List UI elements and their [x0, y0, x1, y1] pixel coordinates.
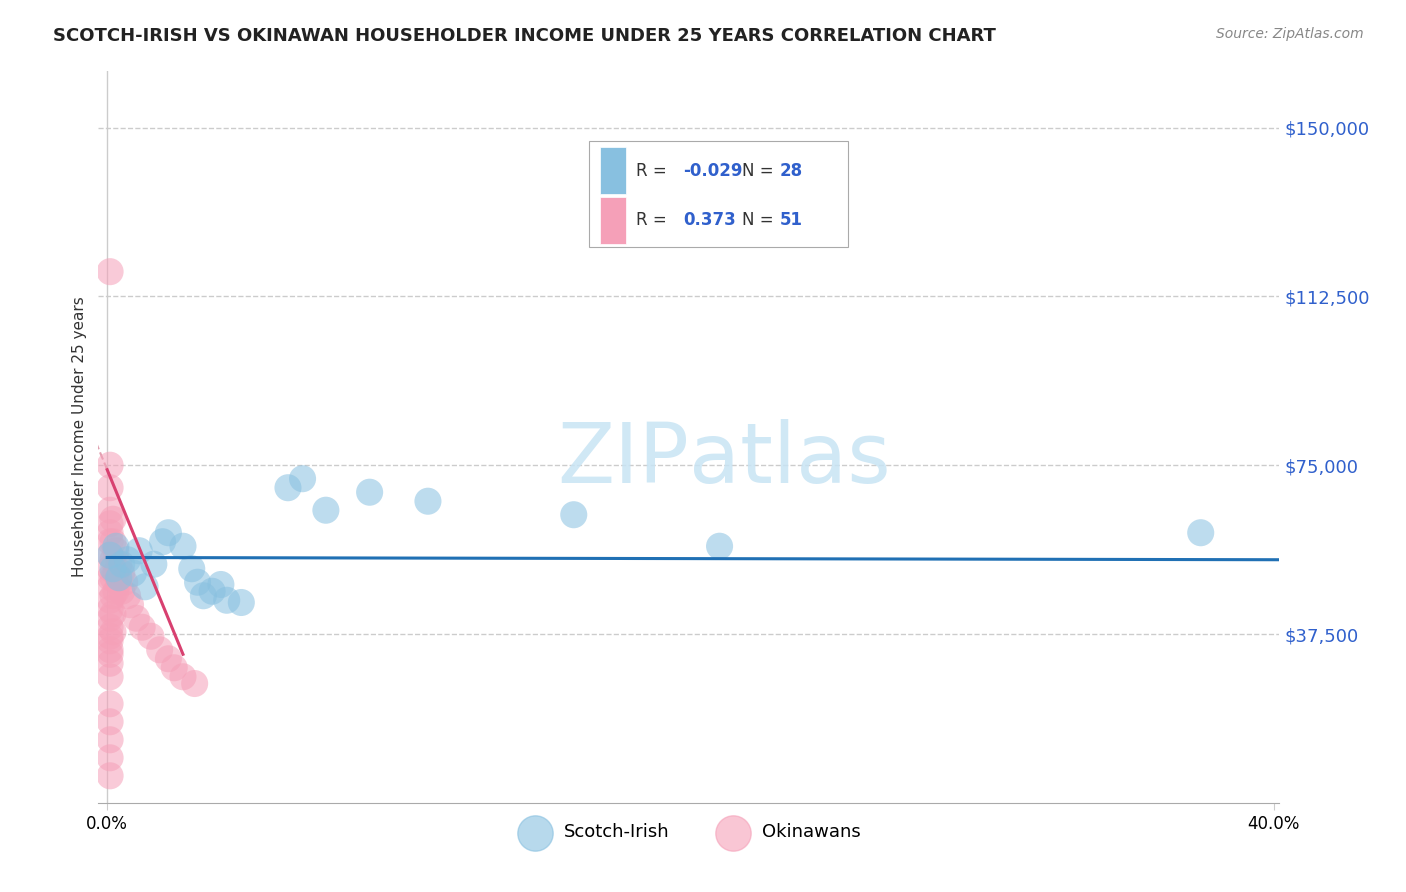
Point	[98, 580, 121, 594]
Point	[98, 633, 121, 648]
Point	[98, 657, 121, 671]
Point	[111, 566, 134, 581]
Point	[142, 558, 165, 572]
Point	[104, 584, 127, 599]
Text: SCOTCH-IRISH VS OKINAWAN HOUSEHOLDER INCOME UNDER 25 YEARS CORRELATION CHART: SCOTCH-IRISH VS OKINAWAN HOUSEHOLDER INC…	[53, 27, 997, 45]
Point	[98, 593, 121, 607]
Point	[709, 539, 731, 553]
Point	[98, 629, 121, 643]
Text: 28: 28	[780, 161, 803, 179]
Point	[98, 732, 121, 747]
Point	[101, 553, 124, 567]
Y-axis label: Householder Income Under 25 years: Householder Income Under 25 years	[72, 297, 87, 577]
Text: -0.029: -0.029	[683, 161, 742, 179]
Point	[98, 525, 121, 540]
Point	[139, 629, 162, 643]
Point	[209, 577, 232, 591]
Point	[152, 534, 174, 549]
Point	[98, 697, 121, 711]
Point	[101, 562, 124, 576]
Point	[98, 562, 121, 576]
Point	[98, 548, 121, 562]
Point	[101, 589, 124, 603]
Point	[98, 602, 121, 616]
Point	[180, 562, 202, 576]
Text: R =: R =	[636, 211, 672, 229]
Point	[122, 566, 145, 581]
Point	[291, 472, 314, 486]
Legend: Scotch-Irish, Okinawans: Scotch-Irish, Okinawans	[510, 816, 868, 848]
Point	[98, 751, 121, 765]
Point	[101, 624, 124, 639]
Point	[157, 525, 180, 540]
Point	[101, 607, 124, 621]
Text: ZIP: ZIP	[557, 418, 689, 500]
Point	[149, 642, 172, 657]
Point	[98, 265, 121, 279]
Point	[120, 598, 142, 612]
Point	[163, 661, 186, 675]
Point	[98, 620, 121, 634]
Point	[157, 652, 180, 666]
Point	[98, 670, 121, 684]
Point	[172, 670, 194, 684]
Text: R =: R =	[636, 161, 672, 179]
Point	[98, 516, 121, 531]
Point	[117, 589, 139, 603]
Point	[231, 595, 253, 609]
Point	[416, 494, 439, 508]
Point	[104, 566, 127, 581]
Point	[98, 714, 121, 729]
Point	[359, 485, 381, 500]
Point	[277, 481, 299, 495]
Text: 0.373: 0.373	[683, 211, 735, 229]
Point	[101, 534, 124, 549]
FancyBboxPatch shape	[589, 141, 848, 247]
Point	[134, 580, 156, 594]
Point	[104, 543, 127, 558]
Point	[98, 481, 121, 495]
Text: atlas: atlas	[689, 418, 890, 500]
Point	[172, 539, 194, 553]
FancyBboxPatch shape	[600, 196, 626, 244]
Point	[98, 571, 121, 585]
FancyBboxPatch shape	[600, 147, 626, 194]
Point	[201, 584, 224, 599]
Point	[215, 593, 238, 607]
Point	[315, 503, 337, 517]
Point	[111, 584, 134, 599]
Point	[108, 558, 131, 572]
Point	[101, 571, 124, 585]
Point	[128, 543, 150, 558]
Point	[187, 575, 209, 590]
Text: Source: ZipAtlas.com: Source: ZipAtlas.com	[1216, 27, 1364, 41]
Point	[98, 503, 121, 517]
Point	[98, 548, 121, 562]
Point	[98, 647, 121, 661]
Text: 51: 51	[780, 211, 803, 229]
Point	[114, 575, 136, 590]
Point	[104, 539, 127, 553]
Point	[125, 611, 148, 625]
Point	[183, 676, 205, 690]
Point	[108, 575, 131, 590]
Point	[98, 458, 121, 473]
Point	[117, 553, 139, 567]
Point	[562, 508, 585, 522]
Text: N =: N =	[742, 211, 779, 229]
Point	[98, 642, 121, 657]
Point	[98, 769, 121, 783]
Point	[98, 611, 121, 625]
Point	[131, 620, 153, 634]
Point	[108, 571, 131, 585]
Point	[101, 512, 124, 526]
Point	[1189, 525, 1212, 540]
Text: N =: N =	[742, 161, 779, 179]
Point	[98, 534, 121, 549]
Point	[193, 589, 215, 603]
Point	[111, 558, 134, 572]
